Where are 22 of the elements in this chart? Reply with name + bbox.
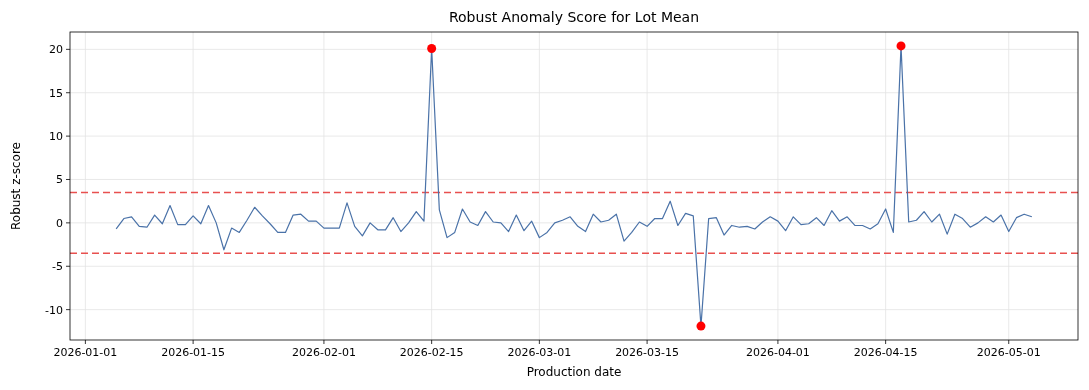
point: [427, 43, 437, 53]
x-tick-label: 2026-02-15: [399, 346, 464, 359]
y-tick-label: -5: [52, 260, 63, 274]
point: [896, 41, 906, 51]
y-tick-label: 5: [56, 173, 63, 187]
x-tick-label: 2026-03-15: [615, 346, 680, 359]
x-tick-label: 2026-03-01: [507, 346, 572, 359]
y-tick-label: 20: [49, 43, 63, 57]
y-tick-label: 0: [56, 216, 63, 230]
point: [696, 321, 706, 331]
y-axis-title: Robust z-score: [9, 141, 23, 231]
chart-title: Robust Anomaly Score for Lot Mean: [448, 9, 700, 25]
y-tick-label: -10: [45, 303, 63, 317]
x-tick-label: 2026-01-15: [161, 346, 226, 359]
x-tick-label: 2026-04-01: [745, 346, 810, 359]
x-tick-label: 2026-02-01: [291, 346, 356, 359]
x-tick-label: 2026-05-01: [976, 346, 1041, 359]
y-tick-label: 10: [49, 130, 63, 144]
x-tick-label: 2026-01-01: [53, 346, 118, 359]
x-axis-title: Production date: [526, 365, 622, 379]
y-tick-label: 15: [49, 86, 63, 100]
x-tick-label: 2026-04-15: [853, 346, 918, 359]
